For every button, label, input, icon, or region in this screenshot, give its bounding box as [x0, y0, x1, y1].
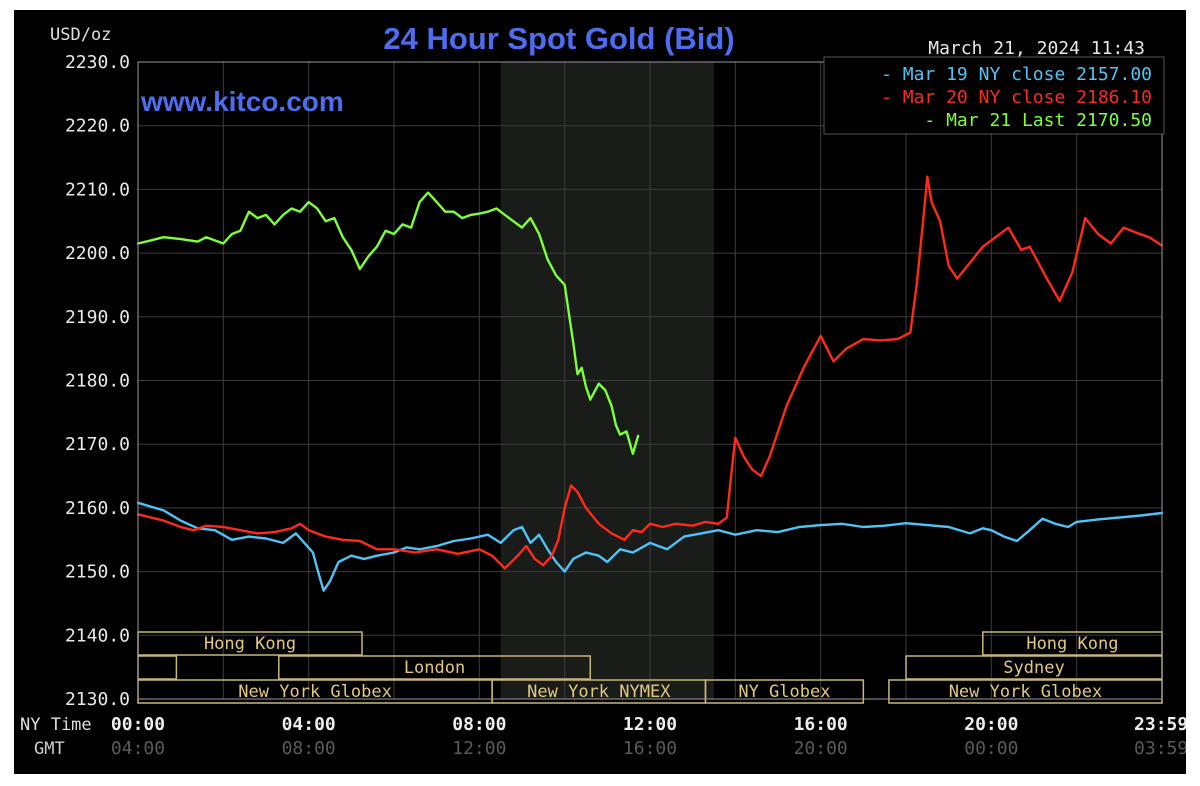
y-tick-label: 2200.0: [65, 243, 130, 264]
x-tick-label-gmt: 04:00: [111, 738, 165, 759]
gold-price-chart: Hong Kong Hong Kong London Sydney New York G…: [14, 10, 1186, 774]
x-tick-label-ny: 23:59: [1134, 714, 1186, 735]
y-tick-label: 2140.0: [65, 625, 130, 646]
y-tick-label: 2210.0: [65, 179, 130, 200]
y-tick-label: 2230.0: [65, 52, 130, 73]
y-axis-labels: 2230.0 2220.0 2210.0 2200.0 2190.0 2180.0 2170…: [65, 52, 130, 710]
legend-dash-mar20: -: [881, 87, 903, 108]
x-tick-label-gmt: 03:59: [1134, 738, 1186, 759]
session-label: Hong Kong: [204, 634, 296, 654]
x-tick-label-ny: 08:00: [452, 714, 506, 735]
legend-item-mar20: - Mar 20 NY close 2186.10: [881, 87, 1152, 108]
x-tick-label-ny: 04:00: [282, 714, 336, 735]
y-tick-label: 2130.0: [65, 689, 130, 710]
x-tick-label-gmt: 12:00: [452, 738, 506, 759]
x-tick-label-gmt: 16:00: [623, 738, 677, 759]
x-tick-label-ny: 00:00: [111, 714, 165, 735]
y-axis-unit: USD/oz: [50, 25, 111, 45]
session-label: New York Globex: [949, 682, 1103, 702]
price-series: [136, 175, 1164, 592]
x-tick-label-ny: 12:00: [623, 714, 677, 735]
session-label: Sydney: [1003, 658, 1064, 678]
market-sessions: Hong Kong Hong Kong London Sydney New York G…: [137, 631, 1163, 704]
x-tick-label-ny: 20:00: [964, 714, 1018, 735]
plot-border: [137, 61, 1163, 700]
x-axis-labels: 00:00 04:00 08:00 12:00 16:00 20:00 23:59 04:00…: [111, 714, 1186, 759]
series-line-mar20: [136, 175, 1164, 570]
legend-label-mar19: Mar 19 NY close 2157.00: [903, 64, 1152, 85]
watermark-url: www.kitco.com: [140, 86, 344, 117]
y-tick-label: 2160.0: [65, 498, 130, 519]
series-line-mar19: [136, 501, 1164, 592]
session-label: London: [404, 658, 465, 678]
chart-frame: Hong Kong Hong Kong London Sydney New York G…: [14, 10, 1186, 774]
legend: - Mar 19 NY close 2157.00 - Mar 20 NY cl…: [823, 56, 1165, 135]
session-label: New York NYMEX: [527, 682, 671, 702]
grid-lines: [137, 61, 1163, 700]
session-label: Hong Kong: [1026, 634, 1118, 654]
x-tick-label-ny: 16:00: [794, 714, 848, 735]
timestamp: March 21, 2024 11:43: [928, 38, 1145, 59]
series-line-mar21: [136, 191, 640, 455]
y-tick-label: 2190.0: [65, 307, 130, 328]
x-tick-label-gmt: 20:00: [794, 738, 848, 759]
session-bar: [278, 655, 592, 680]
y-tick-label: 2220.0: [65, 116, 130, 137]
chart-title: 24 Hour Spot Gold (Bid): [383, 21, 734, 56]
legend-box: [823, 56, 1165, 135]
legend-dash-mar21: -: [924, 110, 946, 131]
x-tick-label-gmt: 08:00: [282, 738, 336, 759]
legend-item-mar19: - Mar 19 NY close 2157.00: [881, 64, 1152, 85]
session-label: New York Globex: [238, 682, 392, 702]
session-bar: [704, 679, 865, 704]
y-tick-label: 2170.0: [65, 434, 130, 455]
ny-time-label: NY Time: [20, 715, 92, 735]
legend-item-mar21: - Mar 21 Last 2170.50: [924, 110, 1152, 131]
session-label: NY Globex: [738, 682, 830, 702]
legend-dash-mar19: -: [881, 64, 903, 85]
gmt-label: GMT: [34, 739, 65, 759]
legend-label-mar20: Mar 20 NY close 2186.10: [903, 87, 1152, 108]
x-tick-label-gmt: 00:00: [964, 738, 1018, 759]
y-tick-label: 2150.0: [65, 562, 130, 583]
y-tick-label: 2180.0: [65, 371, 130, 392]
legend-label-mar21: Mar 21 Last 2170.50: [946, 110, 1152, 131]
